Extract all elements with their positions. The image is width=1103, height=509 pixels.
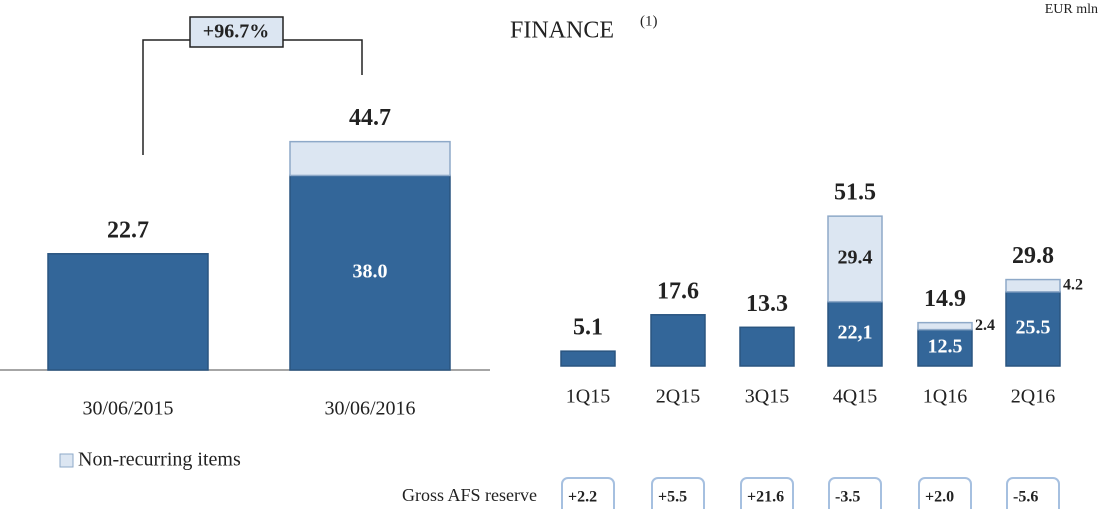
- total-label: 14.9: [924, 286, 966, 312]
- bar-segment: [917, 328, 973, 367]
- x-tick-label: 1Q15: [566, 386, 610, 408]
- chart-title: FINANCE: [510, 18, 614, 44]
- x-tick-label: 2Q16: [1011, 386, 1055, 408]
- bar-segment: [917, 321, 973, 331]
- x-tick-label: 4Q15: [833, 386, 877, 408]
- afs-value: +21.6: [747, 489, 784, 506]
- segment-label: 12.5: [928, 335, 963, 357]
- afs-box: [740, 477, 794, 509]
- afs-box: [918, 477, 972, 509]
- afs-label: Gross AFS reserve: [402, 485, 537, 505]
- afs-box: [1006, 477, 1060, 509]
- bracket-left: [142, 39, 190, 155]
- bar-segment: [739, 326, 795, 367]
- afs-value: -3.5: [835, 489, 860, 506]
- total-label: 17.6: [657, 278, 699, 304]
- segment-label: 29.4: [838, 247, 873, 269]
- total-label: 22.7: [107, 217, 149, 243]
- segment-label: 4.2: [1063, 276, 1083, 293]
- bar-segment: [47, 253, 209, 371]
- segment-label: 25.5: [1016, 316, 1051, 338]
- unit-label: EUR mln: [1045, 2, 1098, 17]
- afs-value: +5.5: [658, 489, 687, 506]
- bar-segment: [650, 314, 706, 367]
- total-label: 44.7: [349, 105, 391, 131]
- x-tick-label: 3Q15: [745, 386, 789, 408]
- afs-box: [828, 477, 882, 509]
- afs-value: -5.6: [1013, 489, 1038, 506]
- afs-box: [651, 477, 705, 509]
- segment-label: 22,1: [838, 321, 873, 343]
- bar-segment: [827, 215, 883, 303]
- growth-bracket: [142, 16, 363, 155]
- growth-annotation: +96.7%: [203, 21, 269, 43]
- bar-segment: [289, 140, 451, 177]
- title-note: (1): [640, 13, 658, 29]
- segment-label: 38.0: [353, 260, 388, 282]
- bar-segment: [827, 300, 883, 367]
- segment-label: 2.4: [975, 317, 995, 334]
- legend-label: Non-recurring items: [78, 449, 241, 471]
- x-tick-label: 30/06/2015: [82, 398, 173, 420]
- total-label: 51.5: [834, 180, 876, 206]
- total-label: 5.1: [573, 315, 603, 341]
- bar-segment: [1005, 278, 1061, 293]
- annotation-box: [189, 16, 284, 48]
- afs-value: +2.0: [925, 489, 954, 506]
- total-label: 29.8: [1012, 243, 1054, 269]
- x-tick-label: 30/06/2016: [324, 398, 415, 420]
- total-label: 13.3: [746, 291, 788, 317]
- bracket-right: [283, 39, 363, 75]
- legend-swatch: [59, 453, 74, 468]
- x-tick-label: 2Q15: [656, 386, 700, 408]
- afs-box: [561, 477, 615, 509]
- afs-value: +2.2: [568, 489, 597, 506]
- x-tick-label: 1Q16: [923, 386, 967, 408]
- bar-segment: [560, 350, 616, 367]
